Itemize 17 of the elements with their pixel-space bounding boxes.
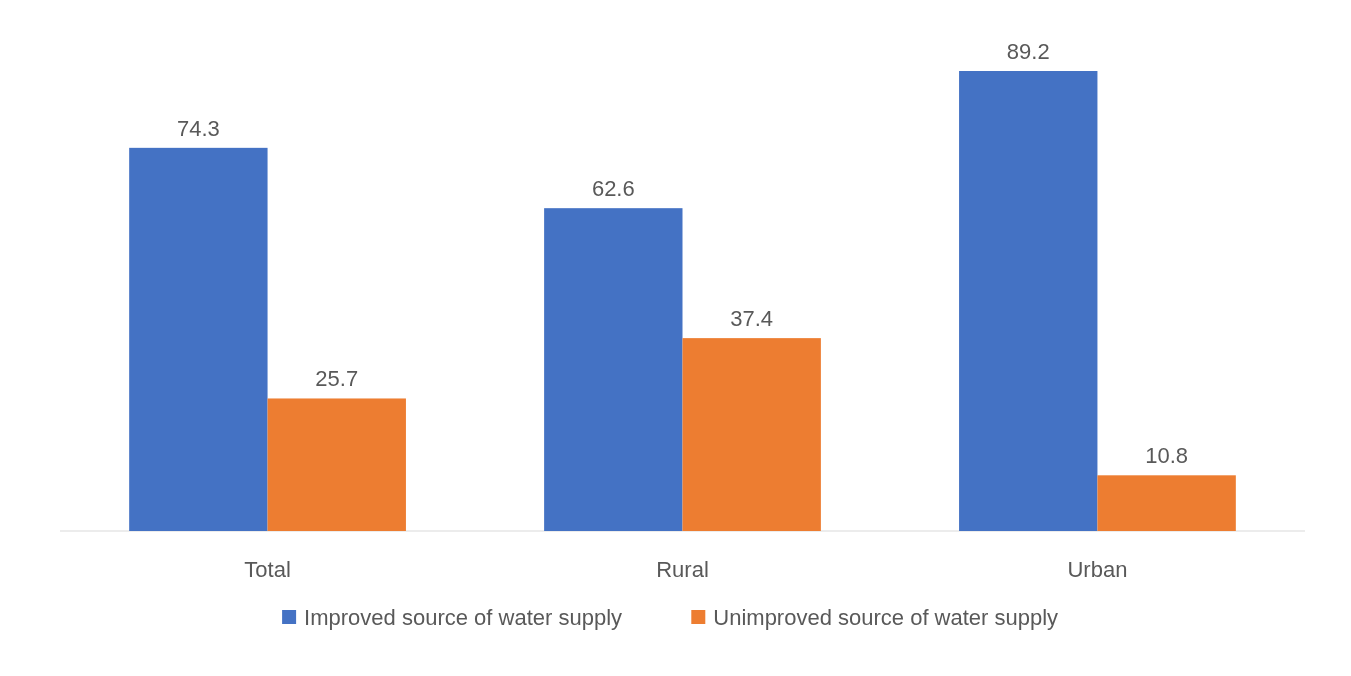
legend-label: Improved source of water supply <box>304 605 623 630</box>
bar <box>129 147 268 531</box>
bar <box>1097 475 1236 531</box>
bar <box>544 208 683 531</box>
data-label: 25.7 <box>315 366 359 392</box>
data-label: 62.6 <box>591 176 635 202</box>
bar <box>682 338 821 531</box>
data-label: 74.3 <box>176 115 220 141</box>
x-tick-label: Total <box>244 557 291 582</box>
x-tick-label: Rural <box>656 557 709 582</box>
bar <box>959 71 1098 531</box>
legend-label: Unimproved source of water supply <box>713 605 1059 630</box>
bar <box>267 398 406 531</box>
data-label: 10.8 <box>1145 443 1189 469</box>
data-label: 89.2 <box>1006 39 1050 64</box>
data-label: 37.4 <box>730 306 774 332</box>
x-tick-label: Urban <box>1067 557 1128 582</box>
